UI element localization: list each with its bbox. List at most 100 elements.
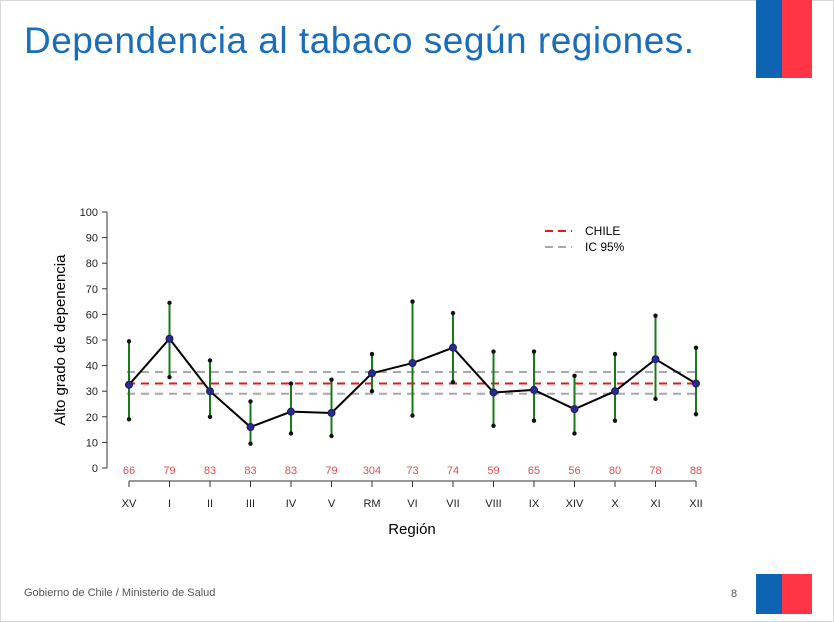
y-tick-label: 70 [86,284,98,296]
error-bar-upper-cap [369,351,375,357]
x-tick-label: VIII [485,498,502,510]
data-point [368,369,376,378]
legend-label-chile: CHILE [585,224,620,238]
sample-size-label: 65 [528,465,540,477]
x-tick-label: VII [446,498,459,510]
error-bar-lower-cap [693,412,699,417]
error-bar-upper-cap [288,381,294,386]
data-point [408,359,417,368]
data-point [611,387,619,396]
y-tick-label: 0 [92,463,98,475]
legend-label-ic95: IC 95% [585,240,625,254]
error-bar-upper-cap [572,373,577,379]
y-tick-label: 10 [86,437,98,449]
x-tick-label: IX [529,498,540,510]
data-point [692,379,700,388]
sample-size-label: 83 [285,465,297,477]
x-tick-label: XV [122,498,137,510]
error-bar-lower-cap [288,431,294,436]
error-bar-lower-cap [653,396,658,402]
error-bar-lower-cap [248,441,253,446]
data-point [287,407,295,416]
data-point [125,380,133,389]
y-tick-label: 40 [86,361,98,373]
flag-blue-band [756,0,782,78]
error-bar-lower-cap [207,414,213,419]
chile-flag-logo [756,0,812,78]
error-bar-lower-cap [450,380,456,385]
flag-blue-band [756,574,782,614]
flag-red-band [782,0,812,78]
sample-size-label: 88 [690,465,702,477]
data-point [530,385,538,394]
data-point [165,334,174,343]
y-tick-label: 20 [86,412,98,424]
error-bar-upper-cap [653,313,658,318]
error-bar-upper-cap [693,345,699,350]
x-tick-label: III [246,498,255,510]
error-bar-lower-cap [369,389,375,394]
error-bar-upper-cap [531,349,537,354]
y-tick-label: 60 [86,309,98,321]
error-bar-upper-cap [450,310,456,316]
data-point [489,388,498,397]
error-bar-upper-cap [248,399,253,404]
error-bar-upper-cap [491,349,496,354]
error-bar-lower-cap [167,374,172,380]
data-point [651,355,660,364]
x-tick-label: RM [363,498,380,510]
sample-size-label: 56 [568,465,580,477]
y-tick-label: 80 [86,258,98,270]
x-tick-label: XI [650,498,660,510]
error-bar-lower-cap [126,417,132,422]
x-tick-label: XII [689,498,702,510]
y-tick-label: 30 [86,386,98,398]
page-number: 8 [731,588,738,600]
error-bar-upper-cap [410,299,415,304]
x-tick-label: XIV [566,498,584,510]
error-bar-lower-cap [531,418,537,423]
y-tick-label: 50 [86,335,98,347]
sample-size-label: 304 [363,465,381,477]
sample-size-label: 80 [609,465,621,477]
error-bar-upper-cap [329,377,334,382]
x-tick-label: V [328,498,336,510]
data-point [570,405,579,414]
error-bar-upper-cap [207,358,213,363]
error-bar-lower-cap [491,423,496,428]
sample-size-label: 79 [325,465,337,477]
sample-size-label: 79 [163,465,175,477]
data-point [449,343,457,352]
chile-flag-logo-footer [756,574,812,614]
error-bar-upper-cap [612,351,618,357]
sample-size-label: 66 [123,465,135,477]
flag-red-band [782,574,812,614]
error-bar-lower-cap [572,431,577,436]
footer-text: Gobierno de Chile / Ministerio de Salud [24,587,216,599]
error-bar-upper-cap [167,300,172,306]
y-tick-label: 100 [80,207,98,219]
data-point [206,387,214,396]
x-tick-label: IV [286,498,297,510]
data-point [246,423,255,432]
sample-size-label: 83 [244,465,256,477]
sample-size-label: 73 [406,465,418,477]
slide-title: Dependencia al tabaco según regiones. [24,20,695,61]
sample-size-label: 74 [447,465,459,477]
error-bar-upper-cap [126,339,132,344]
sample-size-label: 59 [487,465,499,477]
x-axis-title: Región [388,521,436,538]
error-bar-lower-cap [329,433,334,439]
x-tick-label: I [168,498,171,510]
sample-size-label: 78 [649,465,661,477]
data-point [327,408,336,417]
sample-size-label: 83 [204,465,216,477]
error-bar-lower-cap [612,418,618,423]
error-bar-lower-cap [410,413,415,418]
x-tick-label: II [207,498,213,510]
x-tick-label: VI [407,498,417,510]
y-tick-label: 90 [86,233,98,245]
x-tick-label: X [611,498,619,510]
y-axis-title: Alto grado de depenencia [52,254,69,426]
